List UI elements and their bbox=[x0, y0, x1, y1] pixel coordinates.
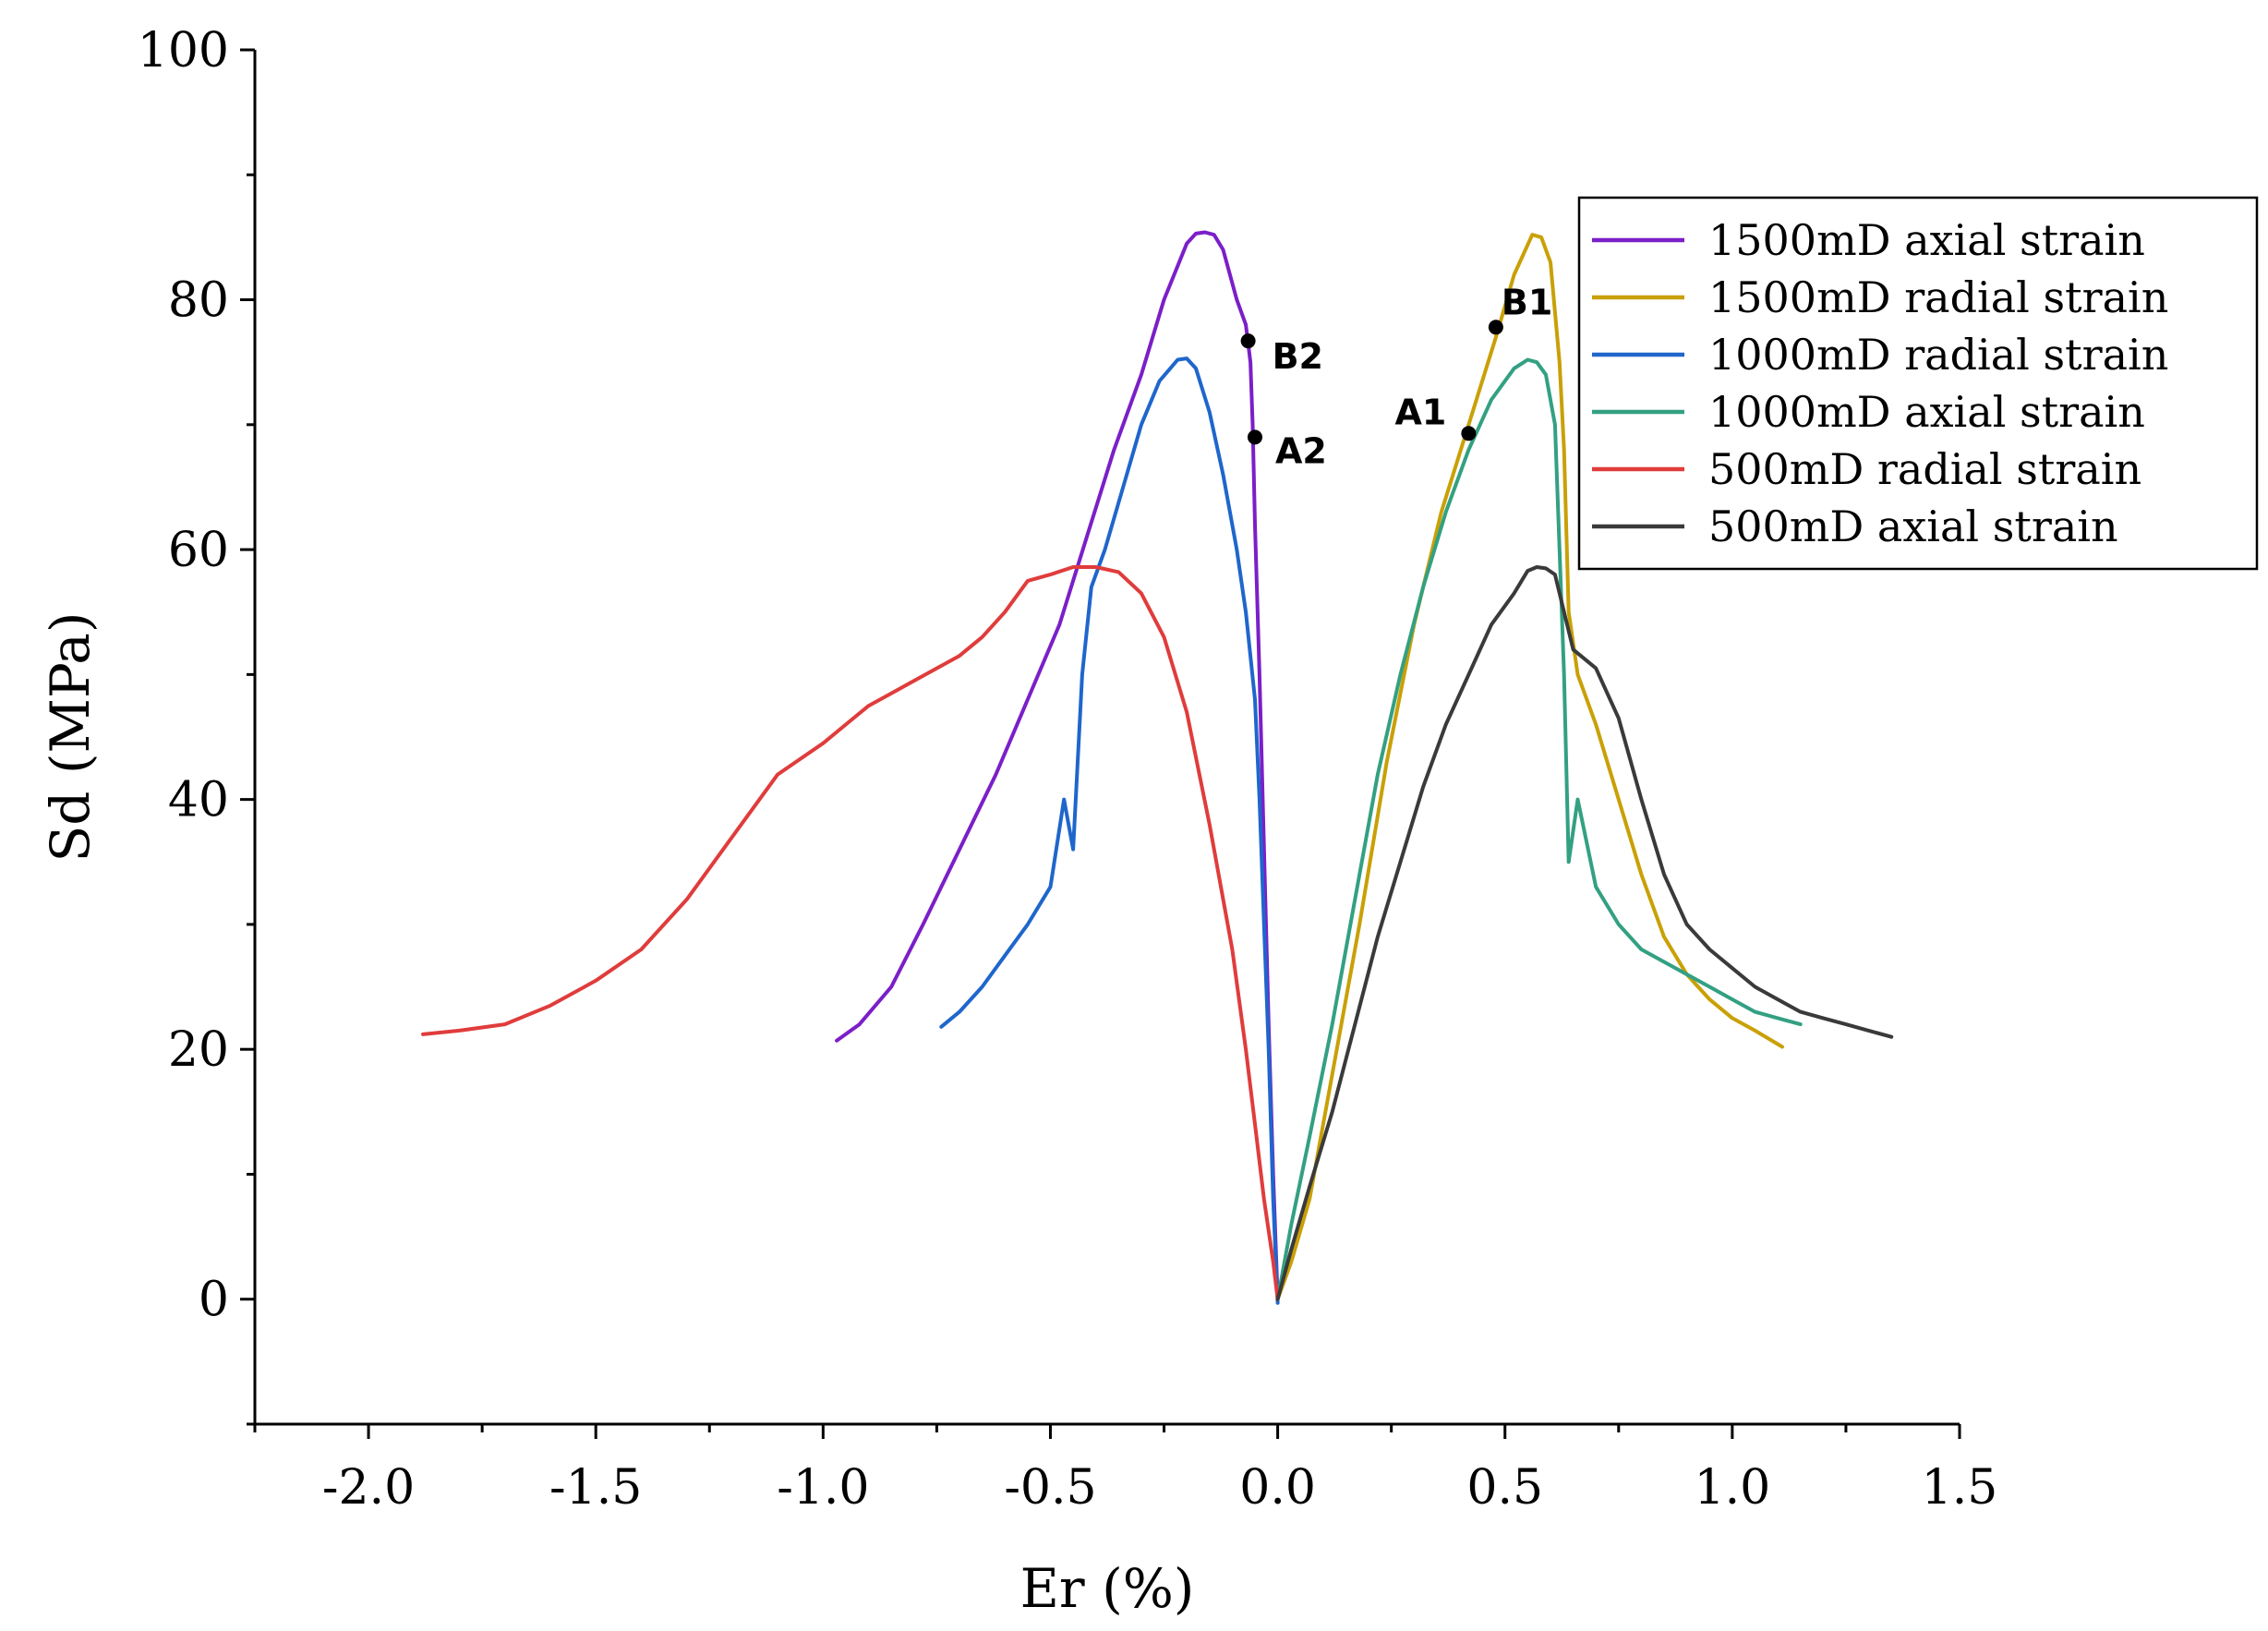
annotation-point-b2 bbox=[1240, 333, 1256, 349]
annotations: A1 B1 A2 B2 bbox=[1240, 282, 1552, 471]
legend-label-2: 1000mD radial strain bbox=[1708, 330, 2168, 380]
annotation-point-b1 bbox=[1488, 320, 1503, 335]
y-tick-label: 0 bbox=[199, 1273, 229, 1328]
y-tick-label: 20 bbox=[168, 1022, 229, 1078]
x-axis-title: Er (%) bbox=[1020, 1557, 1195, 1620]
x-tick-label: -2.0 bbox=[322, 1460, 415, 1516]
legend-label-1: 1500mD radial strain bbox=[1708, 272, 2168, 322]
x-tick-label: -1.0 bbox=[777, 1460, 869, 1516]
series-line-3 bbox=[1275, 357, 1803, 1301]
annotation-label-a1: A1 bbox=[1394, 392, 1446, 432]
y-tick-label: 60 bbox=[168, 523, 229, 578]
axes: 0 20 40 60 80 100 -2.0 -1.5 -1.0 -0.5 0.0 0.5 1.0 1.5… bbox=[39, 23, 1997, 1620]
series-line-5 bbox=[1275, 565, 1894, 1301]
y-tick-label: 40 bbox=[168, 773, 229, 828]
legend-label-3: 1000mD axial strain bbox=[1708, 387, 2145, 437]
legend-label-0: 1500mD axial strain bbox=[1708, 215, 2145, 265]
y-tick-label: 80 bbox=[168, 273, 229, 329]
legend: 1500mD axial strain 1500mD radial strain 1… bbox=[1577, 196, 2259, 571]
annotation-label-b2: B2 bbox=[1273, 336, 1323, 377]
x-tick-label: 0.5 bbox=[1466, 1460, 1543, 1516]
legend-label-5: 500mD axial strain bbox=[1708, 501, 2118, 551]
x-tick-label: -0.5 bbox=[1004, 1460, 1096, 1516]
series-line-4 bbox=[421, 565, 1280, 1301]
annotation-label-b1: B1 bbox=[1502, 282, 1552, 322]
x-tick-label: -1.5 bbox=[549, 1460, 642, 1516]
annotation-label-a2: A2 bbox=[1275, 430, 1327, 471]
x-tick-label: 1.5 bbox=[1922, 1460, 1998, 1516]
legend-box bbox=[1577, 196, 2259, 571]
annotation-point-a2 bbox=[1247, 429, 1262, 445]
series-line-2 bbox=[939, 356, 1280, 1305]
series-line-0 bbox=[835, 230, 1280, 1301]
series-line-1 bbox=[1275, 233, 1784, 1301]
y-axis-title: Sd (MPa) bbox=[39, 612, 102, 863]
x-tick-label: 1.0 bbox=[1695, 1460, 1771, 1516]
legend-label-4: 500mD radial strain bbox=[1708, 444, 2141, 494]
x-tick-label: 0.0 bbox=[1239, 1460, 1316, 1516]
y-tick-label: 100 bbox=[138, 23, 229, 79]
plot-series bbox=[421, 230, 1894, 1305]
annotation-point-a1 bbox=[1461, 426, 1477, 441]
